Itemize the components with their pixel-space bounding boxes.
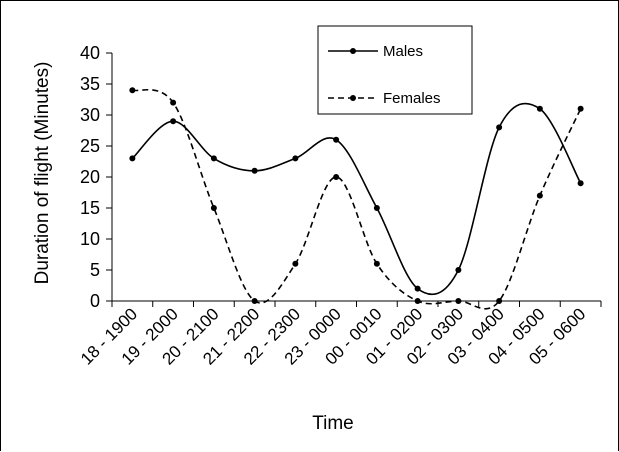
data-point-males xyxy=(577,180,584,187)
series-line-males xyxy=(131,102,582,296)
y-axis: 0 5 10 15 20 25 30 35 40 xyxy=(80,43,113,311)
data-point-males xyxy=(170,118,177,125)
data-point-females xyxy=(210,205,217,211)
data-point-males xyxy=(333,136,340,143)
data-point-males xyxy=(373,205,380,211)
y-tick-label: 35 xyxy=(80,74,100,94)
legend-males-label: Males xyxy=(383,43,423,60)
y-tick-label: 40 xyxy=(80,43,100,63)
y-tick-label: 30 xyxy=(80,105,100,125)
data-point-females xyxy=(333,174,340,180)
data-point-females xyxy=(170,99,177,106)
series-line-females xyxy=(132,89,582,310)
y-tick-label: 5 xyxy=(90,260,100,280)
legend-box xyxy=(317,25,473,115)
y-tick-label: 10 xyxy=(80,229,100,249)
data-point-males xyxy=(129,155,136,162)
legend-males-marker xyxy=(350,48,356,54)
legend-females-label: Females xyxy=(383,90,441,107)
data-point-females xyxy=(414,298,421,304)
data-point-females xyxy=(373,260,380,267)
legend: Males Females xyxy=(317,25,473,115)
legend-females-marker xyxy=(350,95,356,101)
y-tick-label: 20 xyxy=(80,167,100,187)
y-tick-label: 25 xyxy=(80,136,100,156)
data-point-females xyxy=(577,105,584,112)
data-point-females xyxy=(292,260,299,267)
y-tick-label: 0 xyxy=(90,291,100,311)
data-point-males xyxy=(292,155,299,162)
data-point-males xyxy=(455,267,462,273)
data-point-males xyxy=(414,285,421,292)
data-point-males xyxy=(251,167,258,174)
data-point-females xyxy=(455,298,462,304)
data-point-females xyxy=(536,192,543,199)
data-point-females xyxy=(129,87,136,94)
series-layer xyxy=(129,87,584,310)
data-point-males xyxy=(536,105,543,112)
y-axis-title: Duration of flight (Minutes) xyxy=(32,62,53,285)
data-point-females xyxy=(496,298,503,304)
data-point-males xyxy=(496,124,503,131)
x-axis-title: Time xyxy=(312,413,354,434)
data-point-males xyxy=(210,155,217,162)
y-tick-label: 15 xyxy=(80,198,100,218)
data-point-females xyxy=(251,298,258,304)
